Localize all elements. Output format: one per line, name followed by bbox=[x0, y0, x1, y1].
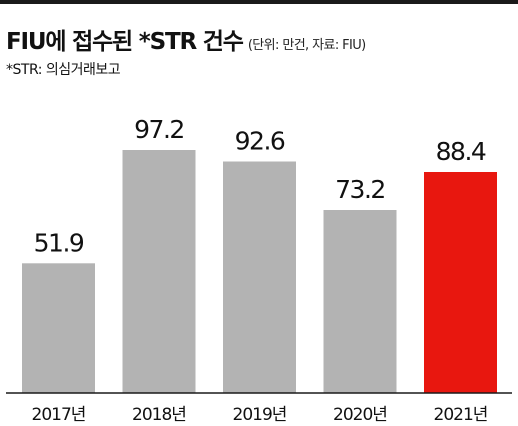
bar-2 bbox=[122, 150, 196, 393]
bar-3 bbox=[223, 161, 296, 393]
value-label-3: 92.6 bbox=[235, 127, 285, 156]
value-label-4: 73.2 bbox=[335, 175, 385, 204]
bar-4 bbox=[323, 210, 397, 393]
value-label-1: 51.9 bbox=[34, 228, 84, 257]
value-labels-group: 51.9 97.2 92.6 73.2 88.4 bbox=[34, 115, 488, 257]
bars-group bbox=[22, 150, 497, 394]
category-label-5: 2021년 bbox=[434, 405, 488, 425]
value-label-2: 97.2 bbox=[134, 115, 184, 144]
chart-title: FIU에 접수된 *STR 건수 bbox=[6, 29, 244, 55]
top-rule bbox=[0, 0, 518, 4]
category-labels-group: 2017년 2018년 2019년 2020년 2021년 bbox=[32, 405, 489, 425]
category-label-3: 2019년 bbox=[233, 405, 287, 425]
chart-header: FIU에 접수된 *STR 건수 (단위: 만건, 자료: FIU) bbox=[6, 22, 512, 56]
bar-1 bbox=[22, 263, 95, 394]
category-label-1: 2017년 bbox=[32, 405, 86, 425]
bar-5 bbox=[424, 172, 497, 393]
category-label-2: 2018년 bbox=[132, 405, 186, 425]
unit-note: (단위: 만건, 자료: FIU) bbox=[247, 38, 366, 53]
category-label-4: 2020년 bbox=[333, 405, 387, 425]
value-label-5: 88.4 bbox=[436, 137, 486, 166]
footnote: *STR: 의심거래보고 bbox=[6, 62, 121, 78]
